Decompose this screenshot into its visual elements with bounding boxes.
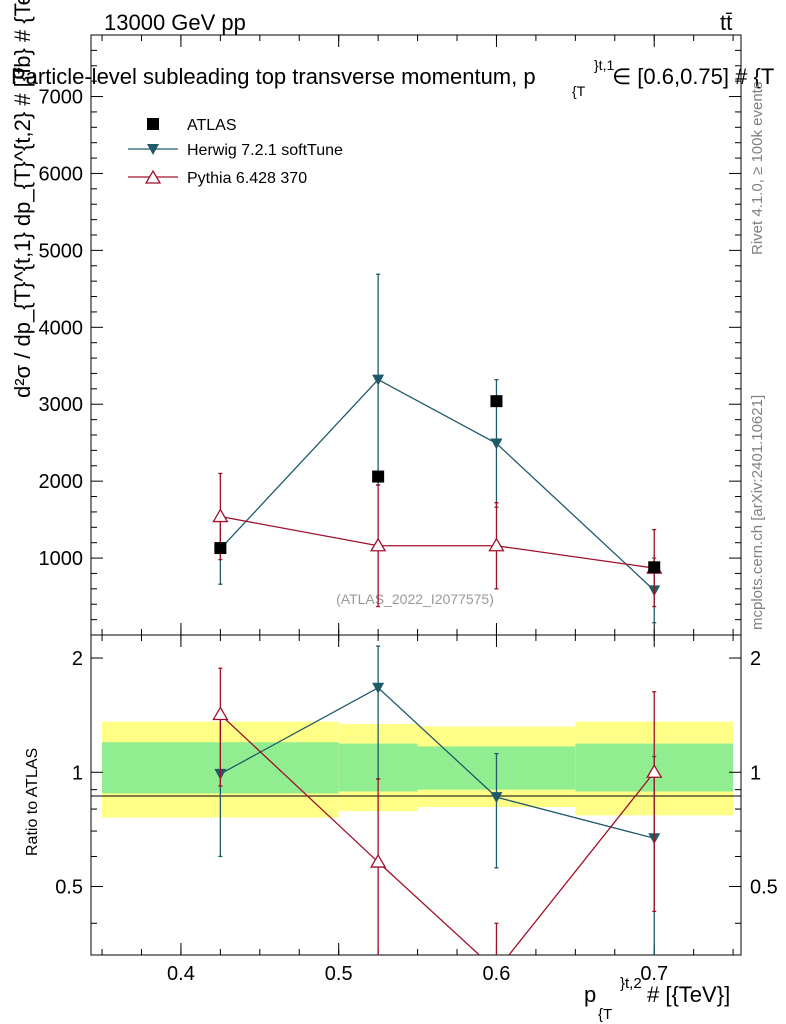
main-atlas-point [214, 542, 227, 555]
analysis-watermark: (ATLAS_2022_I2077575) [336, 591, 494, 607]
x-axis-label: p {T }t,2 # [{TeV}] [584, 975, 730, 1023]
main-herwig-line [219, 378, 655, 591]
x-axis-label-subscript: {T [598, 1006, 612, 1023]
main-y-tick-label: 5000 [39, 240, 84, 262]
ratio-y-tick-label-right: 2 [750, 648, 761, 670]
ratio-y-axis-label: Ratio to ATLAS [24, 748, 41, 856]
title-tail: ∈ [0.6,0.75] # {T [612, 64, 774, 89]
ratio-y-tick-label: 0.5 [55, 877, 83, 899]
main-y-tick-label: 6000 [39, 163, 84, 185]
legend-atlas-marker [147, 118, 159, 130]
main-atlas-point [490, 395, 503, 408]
x-axis-label-tail: # [{TeV}] [647, 982, 730, 1007]
main-y-tick-label: 7000 [39, 87, 84, 109]
main-atlas-point [648, 561, 661, 574]
rivet-version-label: Rivet 4.1.0, ≥ 100k events [749, 82, 766, 255]
x-axis-label-superscript: }t,2 [620, 975, 642, 992]
axis-ticks: 0.4 0.5 0.6 0.7 1000 2000 3000 4000 5000 6000 7000… [39, 35, 778, 985]
ratio-series-layer [212, 645, 663, 955]
legend-herwig-marker [147, 144, 159, 155]
main-pythia-line [220, 515, 655, 569]
legend-pythia-label: Pythia 6.428 370 [187, 170, 307, 187]
main-pythia-point [488, 537, 505, 552]
mcplots-label: mcplots.cern.ch [arXiv:2401.10621] [749, 395, 766, 630]
ratio-pythia-line [219, 714, 655, 955]
x-tick-label: 0.7 [640, 963, 668, 985]
plot-title: Particle-level subleading top transverse… [11, 57, 774, 99]
process-label: tt̄ [720, 10, 732, 35]
main-y-tick-label: 4000 [39, 317, 84, 339]
legend-herwig-label: Herwig 7.2.1 softTune [187, 142, 343, 159]
ratio-y-tick-label-right: 0.5 [750, 877, 778, 899]
legend: ATLAS Herwig 7.2.1 softTune Pythia 6.428… [128, 117, 343, 187]
ratio-herwig-point [490, 792, 503, 804]
ratio-herwig-line [220, 686, 655, 839]
ratio-pythia-point [646, 763, 663, 778]
energy-label: 13000 GeV pp [104, 10, 246, 35]
main-herwig-point [372, 374, 385, 386]
ratio-y-tick-label-right: 1 [750, 762, 761, 784]
ratio-y-tick-label: 2 [72, 648, 83, 670]
legend-pythia-marker [144, 169, 162, 184]
main-y-tick-label: 3000 [39, 394, 84, 416]
x-tick-label: 0.5 [325, 963, 353, 985]
ratio-pythia-point [212, 706, 229, 721]
legend-atlas-label: ATLAS [187, 117, 237, 134]
ratio-y-tick-label: 1 [72, 762, 83, 784]
main-y-tick-label: 2000 [39, 471, 84, 493]
title-subscript: {T [572, 83, 586, 99]
ratio-herwig-point [372, 682, 385, 694]
main-y-axis-label: d²σ / dp_{T}^{t,1} dp_{T}^{t,2} # [{fb} … [10, 0, 35, 398]
ratio-pythia-point [370, 853, 387, 868]
main-pythia-point [212, 508, 229, 523]
main-atlas-point [372, 470, 385, 483]
x-axis-label-main: p [584, 982, 596, 1007]
title-superscript: }t,1 [594, 57, 614, 73]
ratio-plot-frame [90, 634, 742, 956]
x-tick-label: 0.6 [483, 963, 511, 985]
ratio-uncertainty-bands [102, 721, 734, 818]
main-pythia-point [370, 537, 387, 552]
main-series-layer [212, 273, 663, 624]
main-herwig-point [490, 438, 503, 450]
main-y-tick-label: 1000 [39, 548, 84, 570]
title-text: Particle-level subleading top transverse… [11, 64, 536, 89]
x-tick-label: 0.4 [167, 963, 195, 985]
